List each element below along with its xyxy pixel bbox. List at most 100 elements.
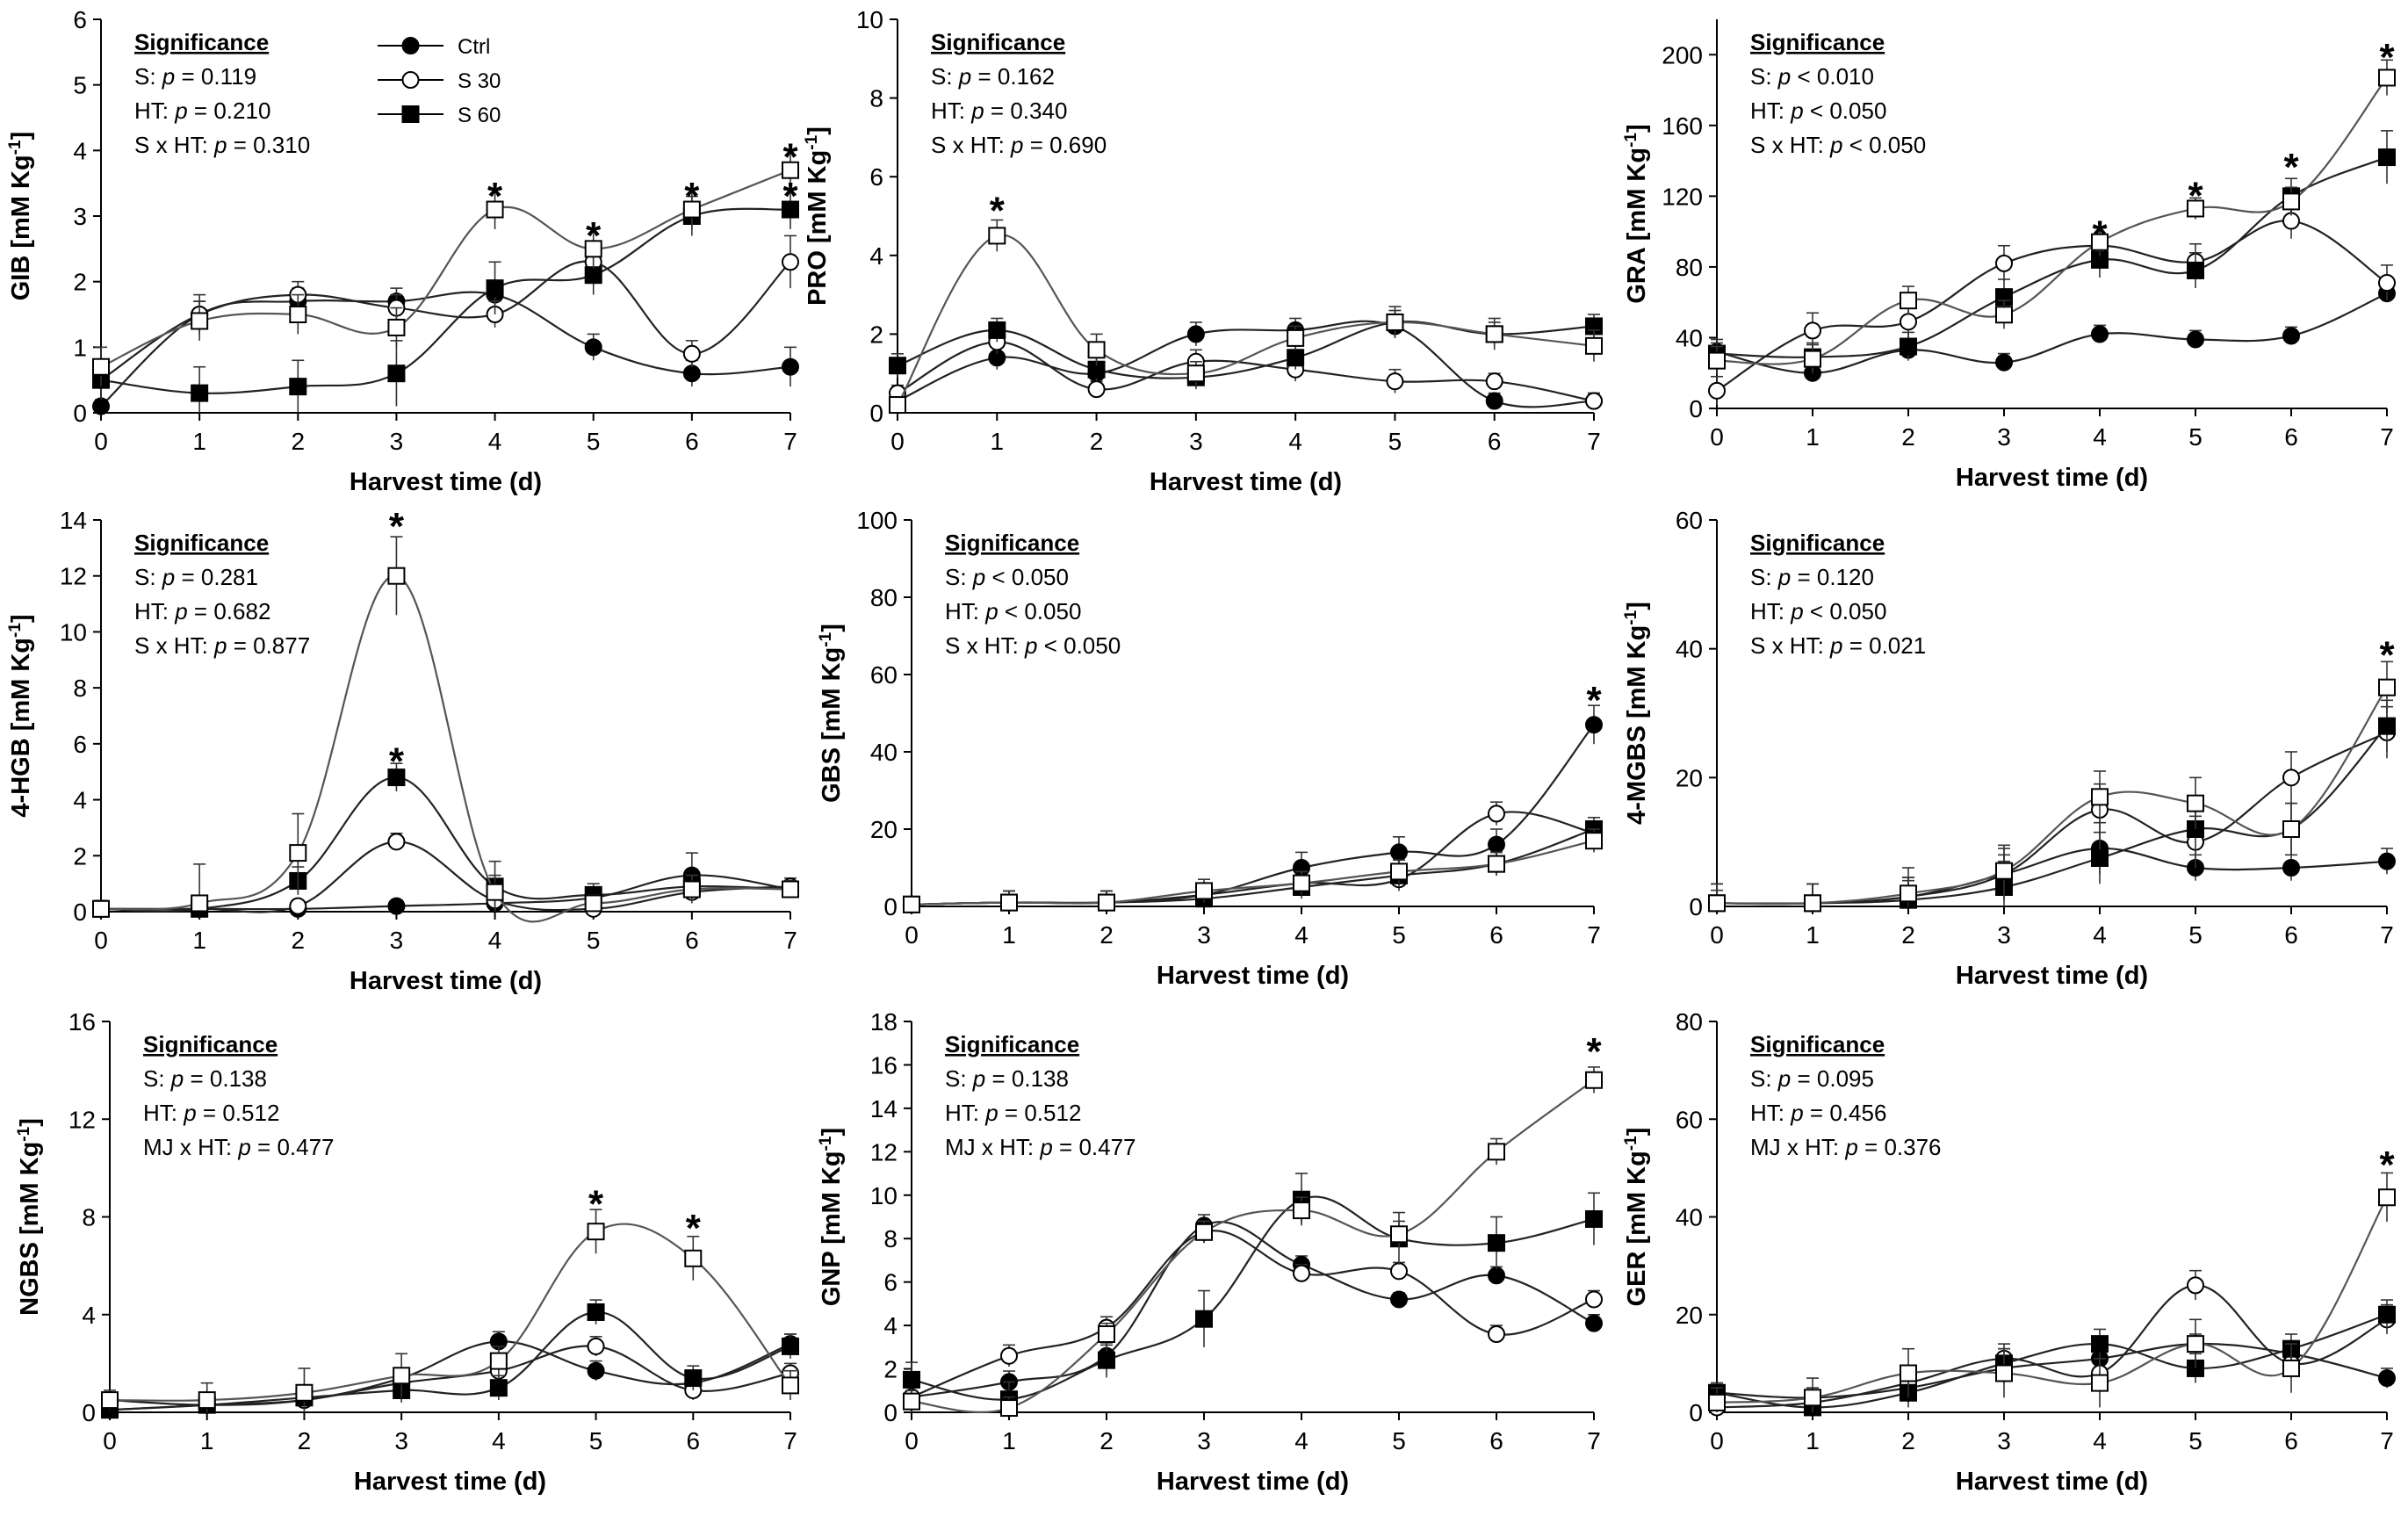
x-tick-label: 6 [2284, 1427, 2298, 1454]
data-point [782, 161, 799, 179]
data-point [782, 200, 799, 219]
significance-star: * [389, 505, 405, 548]
data-point [289, 897, 307, 915]
series-line [100, 841, 791, 913]
series-unlabeled [903, 1066, 1603, 1418]
data-point [2282, 327, 2300, 345]
y-axis-label: GRA [mM Kg-1] [1622, 124, 1652, 303]
y-tick-label: 2 [73, 269, 87, 296]
x-tick-label: 7 [783, 428, 797, 455]
data-point [1585, 392, 1603, 410]
series-unlabeled [92, 536, 799, 923]
significance-text: < 0.050 [1804, 598, 1887, 624]
x-tick-label: 2 [291, 428, 305, 455]
y-axis-label-sup: -1 [817, 631, 835, 646]
data-point [1293, 874, 1310, 892]
data-point [295, 1383, 314, 1402]
p-symbol: p [1829, 132, 1842, 158]
y-axis-label-sup: -1 [1622, 1136, 1640, 1151]
x-tick-label: 4 [488, 428, 502, 455]
p-symbol: p [1844, 1134, 1857, 1160]
x-tick-label: 2 [1901, 423, 1915, 451]
data-point [486, 883, 504, 901]
y-axis-label-end: ] [818, 1128, 846, 1137]
significance-text: = 0.376 [1858, 1134, 1942, 1160]
x-tick-label: 7 [783, 1427, 797, 1454]
x-tick-label: 5 [2188, 921, 2203, 949]
x-tick-label: 3 [1189, 428, 1203, 455]
y-axis-label-end: ] [818, 624, 846, 632]
series-line [1716, 156, 2388, 358]
data-point [889, 357, 906, 375]
p-symbol: p [170, 1065, 184, 1092]
x-tick-label: 3 [394, 1427, 408, 1454]
significance-text: S: [1750, 1065, 1778, 1092]
significance-text: = 0.281 [175, 564, 258, 590]
significance-text: = 0.477 [1053, 1134, 1136, 1160]
data-point [1098, 1351, 1115, 1369]
y-tick-label: 8 [869, 85, 883, 112]
data-point [1900, 884, 1917, 903]
data-point [2091, 325, 2109, 343]
x-axis-label: Harvest time (d) [1157, 1468, 1349, 1496]
y-tick-label: 12 [60, 563, 87, 590]
significance-text: = 0.120 [1791, 564, 1874, 590]
x-tick-label: 6 [1489, 1427, 1503, 1454]
significance-text: HT: [1750, 1100, 1791, 1126]
series-s-30 [1708, 705, 2396, 913]
data-point [1804, 1389, 1821, 1407]
significance-line: HT: p < 0.050 [1750, 598, 1886, 624]
x-tick-label: 2 [1901, 1427, 1915, 1454]
y-tick-label: 40 [1676, 1204, 1703, 1231]
p-symbol: p [1039, 1134, 1052, 1160]
significance-star: * [686, 1207, 702, 1250]
series-unlabeled [92, 149, 799, 387]
y-axis-label-main: PRO [mM Kg [804, 150, 832, 306]
significance-line: HT: p = 0.682 [134, 598, 270, 624]
y-tick-label: 6 [73, 6, 87, 33]
data-point [682, 344, 701, 363]
x-tick-label: 2 [1099, 1427, 1114, 1454]
significance-line: MJ x HT: p = 0.477 [945, 1134, 1136, 1160]
x-tick-label: 1 [1806, 921, 1820, 949]
data-point [92, 357, 110, 376]
y-axis-label-end: ] [804, 126, 832, 135]
x-tick-label: 3 [1197, 921, 1211, 949]
significance-text: HT: [945, 598, 985, 624]
y-axis-label-sup: -1 [1622, 610, 1640, 624]
significance-text: S x HT: [931, 132, 1011, 158]
significance-line: HT: p = 0.210 [134, 97, 270, 124]
x-tick-label: 1 [192, 428, 206, 455]
data-point [289, 844, 307, 862]
y-tick-label: 20 [870, 816, 898, 843]
data-point [587, 1337, 605, 1355]
series-line [100, 207, 791, 394]
significance-text: S: [143, 1065, 171, 1092]
significance-text: S: [1750, 63, 1778, 90]
series-s-60 [1708, 699, 2396, 913]
legend-marker [401, 71, 420, 89]
data-point [782, 1376, 799, 1395]
data-point [1488, 1143, 1505, 1161]
x-tick-label: 5 [1392, 1427, 1406, 1454]
significance-line: HT: p = 0.456 [1750, 1100, 1886, 1126]
x-tick-label: 3 [1997, 423, 2011, 451]
p-symbol: p [1010, 132, 1023, 158]
significance-text: MJ x HT: [1750, 1134, 1845, 1160]
data-point [2282, 192, 2300, 211]
data-point [191, 312, 209, 330]
significance-text: = 0.877 [227, 632, 310, 659]
significance-line: S x HT: p < 0.050 [945, 632, 1121, 659]
significance-text: S: [931, 63, 959, 90]
series-unlabeled [1708, 59, 2396, 375]
data-point [2378, 717, 2396, 735]
significance-line: HT: p = 0.512 [945, 1100, 1081, 1126]
x-tick-label: 7 [1587, 428, 1601, 455]
y-tick-label: 0 [82, 1399, 96, 1426]
significance-line: HT: p = 0.340 [931, 97, 1067, 124]
series-unlabeled [903, 828, 1603, 913]
x-tick-label: 6 [685, 428, 699, 455]
